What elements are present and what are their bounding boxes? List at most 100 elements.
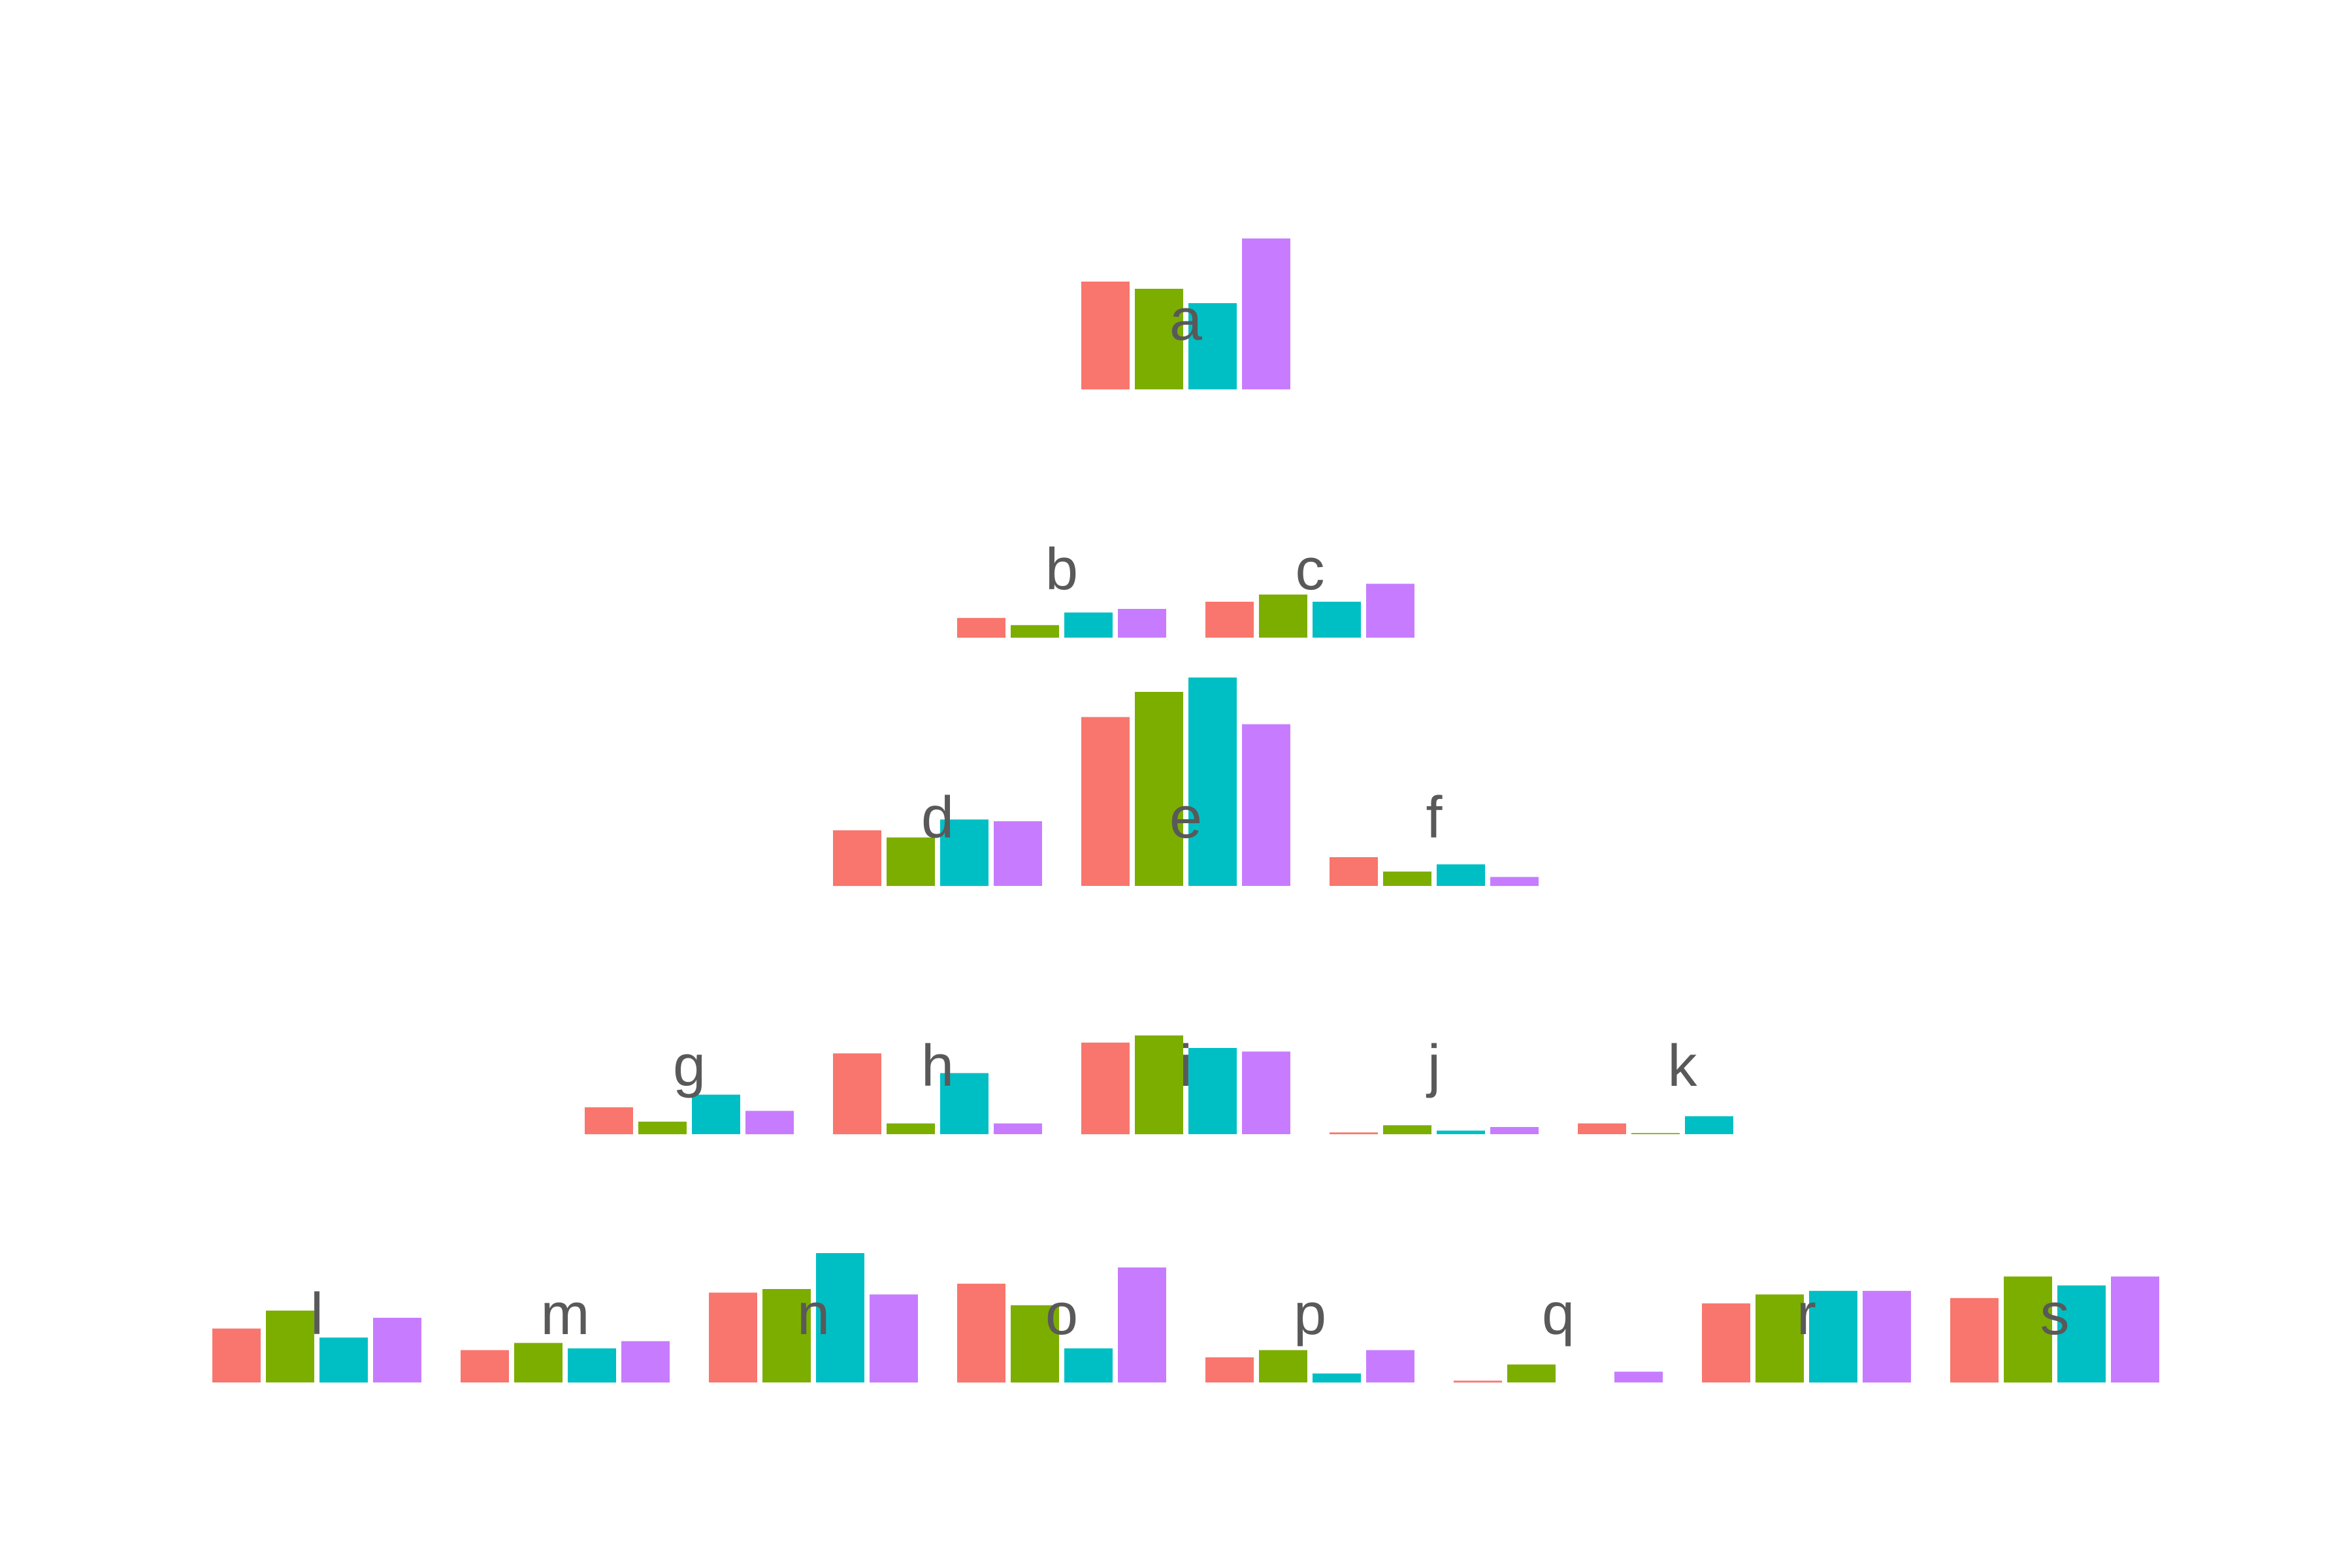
bar-d-series-1 [833,830,881,887]
bar-p-series-1 [1205,1357,1254,1382]
bar-s-series-4 [2111,1276,2159,1383]
bar-a-series-4 [1242,238,1290,389]
bar-n-series-1 [709,1292,757,1382]
node-label-p: p [1294,1282,1326,1347]
node-label-b: b [1045,537,1078,602]
bar-s-series-2 [2004,1276,2052,1383]
bar-h-series-3 [940,1073,988,1134]
bar-r-series-3 [1809,1290,1857,1383]
bar-b-series-2 [1011,625,1059,638]
bar-c-series-4 [1366,583,1414,638]
bar-i-series-3 [1188,1048,1237,1134]
bar-i-series-2 [1135,1035,1183,1135]
node-label-l: l [310,1282,323,1347]
node-r: r [1702,1282,1911,1383]
bar-r-series-2 [1756,1294,1804,1383]
node-m: m [461,1282,670,1383]
node-e: e [1081,678,1290,886]
bar-j-series-1 [1330,1132,1378,1135]
node-l: l [212,1282,421,1383]
bar-m-series-4 [621,1341,670,1383]
bar-s-series-1 [1950,1298,1999,1383]
node-label-r: r [1797,1282,1816,1347]
node-label-i: i [1179,1034,1192,1099]
node-k: k [1578,1034,1733,1134]
bar-d-series-2 [887,837,935,887]
node-c: c [1205,537,1414,638]
bar-s-series-3 [2057,1285,2106,1382]
bar-l-series-2 [266,1311,314,1382]
bar-c-series-2 [1259,595,1307,638]
bar-j-series-3 [1437,1130,1485,1134]
bar-l-series-3 [319,1337,368,1383]
bar-m-series-3 [568,1348,616,1383]
bar-o-series-4 [1118,1267,1166,1382]
bar-r-series-1 [1702,1303,1750,1382]
bar-e-series-4 [1242,724,1290,886]
bar-p-series-2 [1259,1350,1307,1382]
node-label-m: m [541,1282,590,1347]
node-label-a: a [1169,287,1203,353]
node-label-f: f [1426,785,1443,851]
bar-f-series-4 [1490,877,1539,887]
node-label-k: k [1668,1034,1698,1099]
node-label-c: c [1296,537,1325,602]
node-d: d [833,785,1042,887]
bar-g-series-3 [692,1094,740,1134]
bar-g-series-2 [638,1121,687,1135]
bar-c-series-3 [1313,602,1361,638]
bar-p-series-3 [1313,1373,1361,1383]
bar-g-series-1 [585,1107,633,1135]
bar-o-series-1 [957,1283,1005,1383]
bar-l-series-4 [373,1318,421,1382]
bar-h-series-4 [994,1123,1042,1134]
bar-a-series-2 [1135,289,1183,389]
bar-e-series-3 [1188,678,1237,886]
bar-n-series-2 [762,1289,811,1382]
node-o: o [957,1267,1166,1383]
node-g: g [585,1034,794,1135]
node-q: q [1454,1282,1663,1383]
bar-b-series-1 [957,617,1005,638]
bar-i-series-4 [1242,1051,1290,1134]
node-h: h [833,1034,1042,1135]
bar-k-series-1 [1578,1123,1626,1134]
node-j: j [1330,1034,1539,1135]
node-label-j: j [1426,1034,1441,1099]
bar-j-series-4 [1490,1127,1539,1134]
bar-e-series-2 [1135,692,1183,886]
bar-e-series-1 [1081,717,1130,886]
bar-c-series-1 [1205,602,1254,638]
bar-i-series-1 [1081,1042,1130,1135]
node-i: i [1081,1034,1290,1135]
bar-g-series-4 [745,1111,794,1135]
bar-n-series-3 [816,1253,864,1382]
bar-m-series-2 [514,1343,563,1382]
bar-o-series-3 [1064,1348,1113,1383]
bar-j-series-2 [1383,1125,1431,1135]
bar-f-series-2 [1383,872,1431,886]
node-label-g: g [673,1034,706,1099]
node-label-h: h [921,1034,954,1099]
node-f: f [1330,785,1539,887]
node-p: p [1205,1282,1414,1383]
bar-h-series-2 [887,1123,935,1134]
bar-d-series-4 [994,821,1042,886]
bar-o-series-2 [1011,1305,1059,1383]
bar-a-series-1 [1081,282,1130,389]
node-label-d: d [921,785,954,851]
node-label-e: e [1169,785,1202,851]
bar-n-series-4 [870,1294,918,1383]
bar-f-series-1 [1330,857,1378,886]
bar-k-series-3 [1685,1116,1733,1134]
bar-a-series-3 [1188,303,1237,389]
bar-r-series-4 [1863,1290,1911,1383]
node-label-o: o [1045,1282,1078,1347]
node-label-s: s [2040,1282,2070,1347]
bar-q-series-4 [1614,1371,1663,1382]
bar-k-series-2 [1631,1133,1680,1134]
bar-l-series-1 [212,1328,261,1382]
bar-q-series-1 [1454,1380,1502,1383]
